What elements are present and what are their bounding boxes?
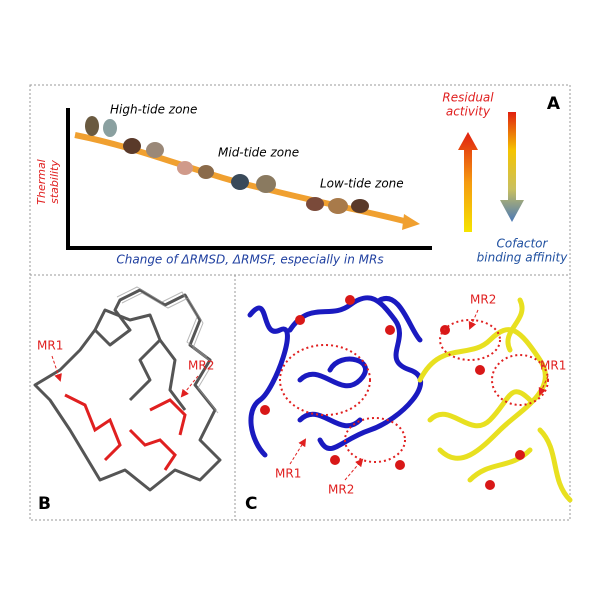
panel-a: High-tide zone Mid-tide zone Low-tide zo… — [35, 91, 568, 267]
panel-b: MR1 MR2 B — [33, 286, 222, 514]
mr-outlines — [279, 319, 549, 463]
mr-region — [64, 393, 187, 471]
chain-b — [417, 297, 573, 503]
down-arrow — [500, 112, 524, 222]
annotation: MR2 — [470, 293, 496, 307]
annotation-arrow — [289, 438, 307, 465]
annotation: MR1 — [275, 467, 301, 481]
annotation-arrow — [180, 375, 199, 398]
backbone — [33, 288, 222, 492]
chain-a — [247, 295, 424, 458]
arrow-label: binding affinity — [477, 251, 569, 265]
panel-label: C — [245, 494, 257, 514]
annotation-arrow — [51, 355, 62, 382]
arrow-label: Residual — [442, 91, 494, 105]
zone-label: Mid-tide zone — [218, 146, 299, 160]
annotation-arrow — [344, 458, 364, 481]
y-axis-label: Thermal — [35, 159, 48, 205]
shells — [85, 116, 369, 214]
zone-label: Low-tide zone — [320, 177, 404, 191]
annotation-arrow — [538, 375, 549, 396]
annotation: MR2 — [328, 483, 354, 497]
y-axis-label: stability — [48, 160, 61, 204]
panel-label: A — [547, 94, 561, 114]
annotation: MR2 — [188, 359, 214, 373]
annotation-arrow — [468, 309, 479, 330]
axes — [66, 108, 432, 250]
zone-label: High-tide zone — [110, 103, 197, 117]
panel-c: MR2 MR1 MR1 MR2 C — [245, 293, 573, 514]
spheres — [260, 295, 525, 490]
up-arrow — [458, 132, 478, 232]
x-axis-label: Change of ΔRMSD, ΔRMSF, especially in MR… — [116, 253, 383, 267]
panel-label: B — [38, 494, 51, 514]
arrow-label: Cofactor — [497, 237, 549, 251]
ensemble — [116, 286, 219, 414]
annotation: MR1 — [540, 359, 566, 373]
arrow-label: activity — [446, 105, 491, 119]
trend-arrow-head — [402, 214, 420, 230]
annotation: MR1 — [37, 339, 63, 353]
panel-borders — [29, 84, 571, 521]
